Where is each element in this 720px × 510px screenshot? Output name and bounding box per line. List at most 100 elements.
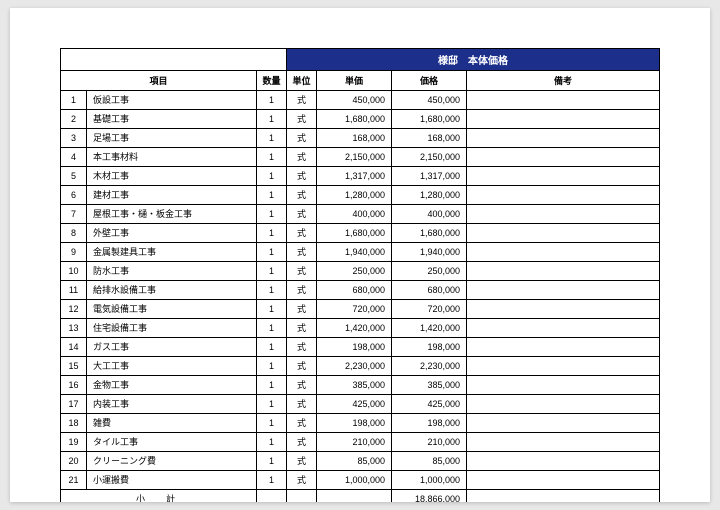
subtotal-row: 小 計18,866,000 [61,490,660,503]
cell-remarks [467,205,660,224]
cell-amount: 450,000 [392,91,467,110]
cell-item: 金物工事 [87,376,257,395]
cell-unit: 式 [287,224,317,243]
cell-remarks [467,281,660,300]
cell-item: 防水工事 [87,262,257,281]
cell-no: 3 [61,129,87,148]
cell-amount: 1,000,000 [392,471,467,490]
cell-remarks [467,395,660,414]
cell-no: 20 [61,452,87,471]
cell-item: 給排水設備工事 [87,281,257,300]
cell-remarks [467,376,660,395]
cell-unit: 式 [287,129,317,148]
cell-item: 足場工事 [87,129,257,148]
cell-qty: 1 [257,414,287,433]
cell-unit: 式 [287,357,317,376]
cell-item: 外壁工事 [87,224,257,243]
cell-qty: 1 [257,186,287,205]
cell-unit: 式 [287,433,317,452]
cell-price: 210,000 [317,433,392,452]
cell-unit: 式 [287,91,317,110]
cell-amount: 400,000 [392,205,467,224]
table-row: 8外壁工事1式1,680,0001,680,000 [61,224,660,243]
cell-price: 1,680,000 [317,110,392,129]
document-page: 様邸 本体価格 項目 数量 単位 単価 価格 備考 1仮設工事1式450,000… [10,8,710,502]
cell-qty: 1 [257,224,287,243]
table-row: 1仮設工事1式450,000450,000 [61,91,660,110]
header-amount: 価格 [392,71,467,91]
cell-remarks [467,224,660,243]
cell-amount: 1,680,000 [392,224,467,243]
cell-unit: 式 [287,376,317,395]
cell-item: タイル工事 [87,433,257,452]
cell-qty: 1 [257,262,287,281]
cell-item: 電気設備工事 [87,300,257,319]
cell-item: ガス工事 [87,338,257,357]
header-row: 項目 数量 単位 単価 価格 備考 [61,71,660,91]
cell-remarks [467,300,660,319]
cell-unit: 式 [287,338,317,357]
cell-remarks [467,262,660,281]
cell-no: 1 [61,91,87,110]
table-row: 3足場工事1式168,000168,000 [61,129,660,148]
cell-remarks [467,452,660,471]
cell-price: 1,680,000 [317,224,392,243]
cell-unit: 式 [287,414,317,433]
cell-amount: 425,000 [392,395,467,414]
subtotal-label: 小 計 [61,490,257,503]
cell-qty: 1 [257,243,287,262]
cell-amount: 2,150,000 [392,148,467,167]
cell-amount: 250,000 [392,262,467,281]
cell-unit: 式 [287,205,317,224]
cell-item: 屋根工事・樋・板金工事 [87,205,257,224]
cell-amount: 385,000 [392,376,467,395]
cell-no: 6 [61,186,87,205]
cell-price: 1,280,000 [317,186,392,205]
table-row: 4本工事材料1式2,150,0002,150,000 [61,148,660,167]
cell-unit: 式 [287,281,317,300]
cell-no: 10 [61,262,87,281]
cell-amount: 1,420,000 [392,319,467,338]
cell-price: 1,000,000 [317,471,392,490]
cell-unit: 式 [287,243,317,262]
cell-qty: 1 [257,319,287,338]
cell-unit: 式 [287,148,317,167]
table-row: 16金物工事1式385,000385,000 [61,376,660,395]
cell-qty: 1 [257,471,287,490]
cell-qty: 1 [257,281,287,300]
cell-remarks [467,110,660,129]
cell-remarks [467,243,660,262]
cell-no: 12 [61,300,87,319]
cell-amount: 85,000 [392,452,467,471]
cell-price: 168,000 [317,129,392,148]
title-row: 様邸 本体価格 [61,49,660,71]
cell-no: 15 [61,357,87,376]
cell-item: クリーニング費 [87,452,257,471]
cell-amount: 168,000 [392,129,467,148]
cell-item: 金属製建具工事 [87,243,257,262]
cell-remarks [467,414,660,433]
cell-amount: 1,680,000 [392,110,467,129]
cell-no: 18 [61,414,87,433]
cell-qty: 1 [257,452,287,471]
cell-unit: 式 [287,186,317,205]
table-row: 20クリーニング費1式85,00085,000 [61,452,660,471]
cell-amount: 198,000 [392,338,467,357]
cell-item: 本工事材料 [87,148,257,167]
table-row: 12電気設備工事1式720,000720,000 [61,300,660,319]
cell-remarks [467,148,660,167]
cell-price: 198,000 [317,414,392,433]
cell-unit: 式 [287,319,317,338]
table-row: 5木材工事1式1,317,0001,317,000 [61,167,660,186]
table-row: 6建材工事1式1,280,0001,280,000 [61,186,660,205]
cell-no: 19 [61,433,87,452]
cell-no: 16 [61,376,87,395]
cell-qty: 1 [257,148,287,167]
cell-no: 4 [61,148,87,167]
cell-no: 7 [61,205,87,224]
cell-amount: 2,230,000 [392,357,467,376]
cell-amount: 680,000 [392,281,467,300]
cell-price: 2,230,000 [317,357,392,376]
subtotal-price [317,490,392,503]
cell-amount: 1,280,000 [392,186,467,205]
